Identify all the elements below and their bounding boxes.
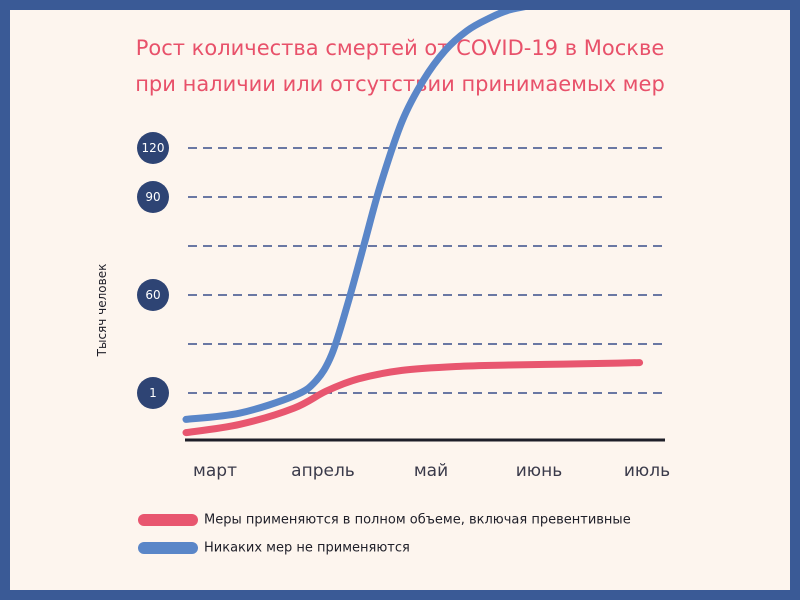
x-tick-label: апрель <box>291 461 355 481</box>
chart-frame: Рост количества смертей от COVID-19 в Мо… <box>10 10 790 590</box>
x-tick-label: март <box>193 461 237 481</box>
y-tick-labels: 120 90 60 1 <box>137 132 169 409</box>
y-tick-label: 1 <box>149 386 157 400</box>
series-lines <box>182 10 644 437</box>
x-tick-label: май <box>414 461 448 481</box>
gridlines <box>188 147 665 394</box>
series-line-measures <box>182 359 644 437</box>
x-tick-labels: март апрель май июнь июль <box>193 461 670 481</box>
legend: Меры применяются в полном объеме, включа… <box>138 513 631 556</box>
y-axis-label: Тысяч человек <box>95 264 109 358</box>
y-tick-badge <box>137 132 169 164</box>
y-tick-badge <box>137 279 169 311</box>
legend-label: Никаких мер не применяются <box>204 541 410 556</box>
x-tick-label: июнь <box>516 461 563 481</box>
x-tick-label: июль <box>624 461 670 481</box>
y-tick-label: 90 <box>145 190 160 204</box>
y-tick-badge <box>137 377 169 409</box>
legend-label: Меры применяются в полном объеме, включа… <box>204 513 631 528</box>
chart: Рост количества смертей от COVID-19 в Мо… <box>95 10 670 556</box>
series-line-no-measures <box>182 10 526 423</box>
y-tick-badge <box>137 181 169 213</box>
chart-title: Рост количества смертей от COVID-19 в Мо… <box>136 36 665 60</box>
y-tick-label: 120 <box>142 141 165 155</box>
chart-subtitle: при наличии или отсутствии принимаемых м… <box>135 72 665 96</box>
y-tick-label: 60 <box>145 288 160 302</box>
